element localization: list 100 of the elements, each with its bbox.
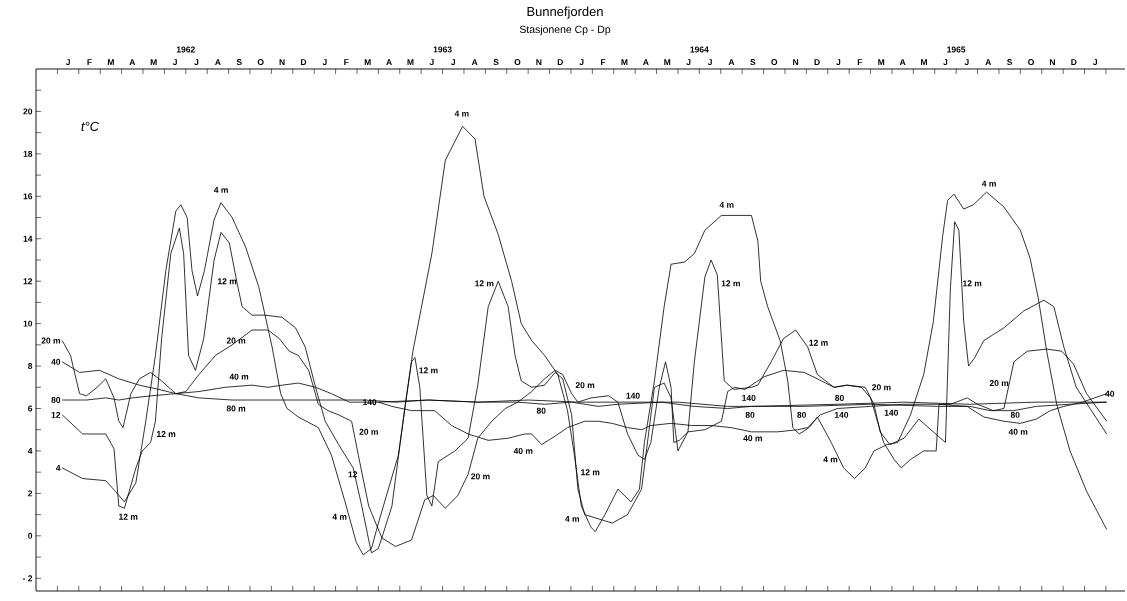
text: N	[279, 59, 285, 65]
text: S	[750, 59, 756, 66]
text: O	[257, 59, 264, 66]
text: J	[943, 59, 948, 66]
text: M	[921, 59, 927, 65]
annotation: 80	[1010, 411, 1020, 418]
text: S	[236, 59, 242, 66]
annotation: 80	[835, 394, 844, 401]
text: D	[814, 59, 820, 65]
annotation: 40 m	[1008, 428, 1028, 435]
text: A	[899, 59, 906, 65]
text: F	[601, 59, 606, 65]
y-tick-label: 0	[28, 532, 33, 539]
series-label: 4	[55, 465, 61, 471]
x-tick-label: 1963	[433, 46, 452, 53]
annotation: 20 m	[359, 428, 378, 435]
y-tick-label: 20	[23, 108, 33, 115]
y-axis-title: t°C	[81, 121, 100, 131]
annotation: 4 m	[332, 513, 347, 520]
text: M	[878, 59, 885, 65]
text: N	[793, 59, 799, 65]
annotation: 140	[626, 392, 640, 399]
x-tick-label: 1962	[176, 46, 195, 53]
annotation: 12 m	[119, 513, 138, 520]
y-tick-label: 16	[23, 193, 33, 200]
annotation: 12 m	[809, 339, 828, 346]
chart-title: Bunnefjorden	[527, 6, 603, 19]
text: F	[344, 59, 349, 65]
text: J	[836, 59, 841, 66]
text: J	[1092, 59, 1097, 66]
chart-subtitle: Stasjonene Cp - Dp	[519, 25, 611, 36]
annotation: 80 m	[226, 405, 246, 412]
y-tick-label: 12	[23, 278, 33, 285]
text: M	[150, 59, 157, 65]
y-tick-label: 6	[28, 405, 33, 412]
y-tick-label: 4	[27, 448, 33, 454]
annotation: 4 m	[454, 110, 469, 117]
annotation: 4 m	[719, 201, 734, 208]
text: D	[557, 59, 563, 65]
annotation: 12 m	[963, 280, 982, 287]
annotation: 12 m	[581, 469, 600, 476]
y-tick-label: 2	[28, 490, 33, 497]
annotation: 80	[536, 407, 546, 414]
annotation: 12 m	[156, 431, 176, 437]
annotation: 12	[348, 471, 358, 478]
annotation: 12 m	[721, 280, 740, 287]
annotation: 140	[834, 411, 849, 418]
annotation: 4 m	[213, 187, 228, 193]
text: A	[728, 59, 735, 65]
text: J	[707, 59, 712, 66]
y-tick-label: - 2	[22, 575, 33, 582]
text: S	[493, 59, 499, 66]
text: J	[65, 59, 70, 66]
y-tick-label: 14	[23, 235, 33, 242]
series-label: 80	[51, 397, 61, 404]
annotation: 20 m	[989, 380, 1009, 387]
annotation: 40	[1105, 390, 1115, 397]
text: A	[471, 59, 478, 65]
text: S	[1007, 59, 1013, 66]
y-tick-label: 18	[23, 150, 33, 157]
annotation: 40 m	[513, 447, 533, 454]
text: M	[621, 59, 628, 65]
series-label: 12	[51, 411, 61, 418]
series-label: 40	[51, 358, 61, 365]
annotation: 12 m	[475, 280, 494, 287]
text: D	[300, 59, 307, 65]
text: O	[771, 59, 778, 66]
text: J	[194, 59, 199, 66]
text: O	[514, 59, 521, 66]
text: M	[364, 59, 371, 65]
y-tick-label: 8	[28, 363, 33, 370]
text: M	[664, 59, 671, 65]
text: M	[107, 59, 114, 65]
text: A	[386, 59, 392, 65]
text: J	[429, 59, 434, 66]
annotation: 20 m	[226, 337, 246, 344]
text: J	[451, 59, 456, 66]
annotation: 4 m	[823, 456, 838, 463]
text: O	[1028, 59, 1034, 66]
annotation: 4 m	[565, 515, 579, 522]
text: A	[215, 59, 221, 65]
annotation: 4 m	[981, 180, 996, 187]
text: J	[579, 59, 584, 66]
annotation: 20 m	[471, 473, 490, 480]
annotation: 40 m	[229, 373, 249, 380]
annotation: 20 m	[575, 382, 595, 389]
annotation: 12 m	[217, 278, 237, 285]
text: N	[536, 59, 542, 65]
annotation: 140	[884, 409, 898, 416]
annotation: 140	[742, 394, 756, 401]
text: J	[172, 59, 177, 66]
text: M	[407, 59, 414, 65]
x-tick-label: 1965	[947, 46, 966, 53]
annotation: 12 m	[419, 367, 438, 374]
annotation: 80	[797, 411, 806, 418]
annotation: 20 m	[872, 384, 891, 391]
text: J	[686, 59, 691, 66]
text: J	[964, 59, 969, 66]
text: A	[129, 59, 136, 65]
annotation: 80	[745, 411, 755, 418]
